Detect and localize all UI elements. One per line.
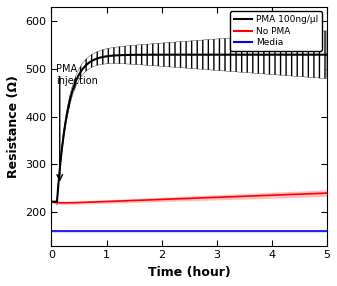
PMA 100ng/μl: [269, 53, 273, 56]
PMA 100ng/μl: [161, 53, 165, 56]
No PMA: [269, 194, 273, 197]
X-axis label: Time (hour): Time (hour): [148, 266, 231, 279]
No PMA: [78, 201, 82, 204]
PMA 100ng/μl: [78, 72, 82, 75]
Text: PMA
injection: PMA injection: [56, 64, 98, 86]
No PMA: [239, 195, 243, 198]
Media: [264, 230, 268, 233]
Media: [161, 230, 165, 233]
Media: [78, 230, 82, 233]
PMA 100ng/μl: [325, 53, 329, 56]
Legend: PMA 100ng/μl, No PMA, Media: PMA 100ng/μl, No PMA, Media: [230, 11, 322, 51]
Line: PMA 100ng/μl: PMA 100ng/μl: [52, 55, 327, 202]
PMA 100ng/μl: [238, 53, 242, 56]
PMA 100ng/μl: [264, 53, 268, 56]
Line: No PMA: No PMA: [52, 193, 327, 203]
Media: [269, 230, 273, 233]
No PMA: [161, 198, 165, 201]
No PMA: [63, 201, 67, 204]
PMA 100ng/μl: [171, 53, 175, 56]
Y-axis label: Resistance (Ω): Resistance (Ω): [7, 75, 20, 178]
Media: [171, 230, 175, 233]
Media: [325, 230, 329, 233]
Media: [50, 230, 54, 233]
Media: [238, 230, 242, 233]
No PMA: [264, 194, 268, 197]
No PMA: [171, 197, 175, 201]
PMA 100ng/μl: [50, 200, 54, 203]
No PMA: [50, 200, 54, 203]
No PMA: [325, 191, 329, 195]
